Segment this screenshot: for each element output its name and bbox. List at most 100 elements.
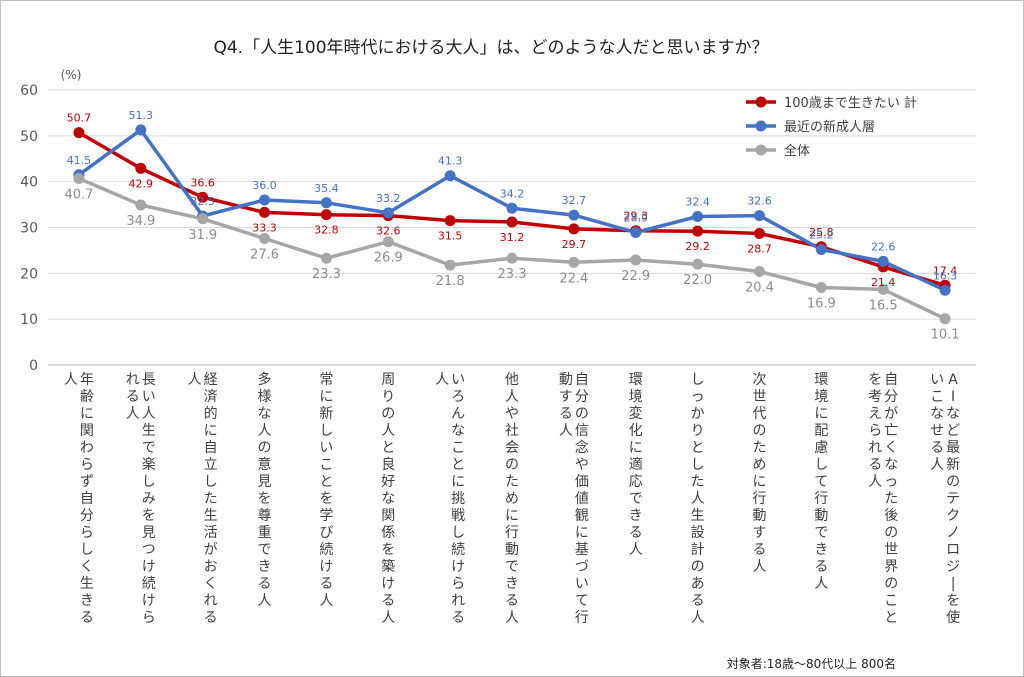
chart-title: Q4.「人生100年時代における大人」は、どのような人だと思いますか？ [213, 38, 768, 58]
footnote: 対象者:18歳〜80代以上 800名 [727, 656, 896, 671]
data-point [692, 258, 704, 270]
data-label: 22.9 [621, 269, 650, 284]
category-label: 次世代のために行動する人 [752, 372, 766, 575]
data-point [630, 227, 642, 239]
data-label: 22.0 [683, 273, 712, 288]
data-label: 21.4 [871, 276, 896, 289]
data-point [506, 252, 518, 264]
data-label: 32.8 [314, 224, 339, 237]
data-label: 16.5 [869, 298, 898, 313]
data-label: 20.4 [745, 281, 774, 296]
y-tick-label: 60 [20, 83, 38, 99]
category-label: 人 [64, 372, 78, 388]
data-point [692, 225, 704, 237]
data-label: 32.6 [747, 195, 772, 208]
data-label: 34.9 [126, 214, 155, 229]
data-point [568, 256, 580, 268]
category-label: 動する人 [559, 372, 573, 439]
data-label: 41.3 [438, 155, 463, 168]
data-label: 27.6 [250, 248, 279, 263]
data-label: 23.3 [312, 267, 341, 282]
data-point [753, 227, 765, 239]
data-point [877, 255, 889, 267]
data-label: 28.9 [623, 212, 648, 225]
data-label: 29.2 [685, 240, 710, 253]
data-label: 10.1 [931, 328, 960, 343]
category-label: 人 [188, 372, 202, 388]
data-point [877, 283, 889, 295]
data-point [135, 162, 147, 174]
data-point [259, 206, 271, 218]
y-tick-label: 0 [29, 358, 38, 374]
y-tick-label: 50 [20, 129, 38, 145]
data-label: 28.7 [747, 242, 772, 255]
data-label: 33.3 [252, 221, 277, 234]
category-label: しっかりとした人生設計のある人 [691, 372, 705, 626]
category-label: 長い人生で楽しみを見つけ続けら [142, 372, 156, 626]
category-label: いろんなことに挑戦し続けられる [451, 372, 465, 626]
data-label: 16.9 [807, 297, 836, 312]
category-label: 自分が亡くなった後の世界のこと [884, 372, 898, 626]
data-point [320, 209, 332, 221]
category-label: 自分の信念や価値観に基づいて行 [575, 372, 589, 626]
data-label: 40.7 [64, 187, 93, 202]
data-label: 17.4 [933, 264, 958, 277]
data-label: 31.9 [188, 228, 217, 243]
data-point [444, 170, 456, 182]
data-point [568, 223, 580, 235]
data-point [630, 254, 642, 266]
data-point [444, 259, 456, 271]
category-label: 環境変化に適応できる人 [629, 372, 643, 558]
category-label: 年齢に関わらず自分らしく生きる [80, 372, 94, 626]
data-label: 32.7 [562, 194, 587, 207]
y-tick-label: 20 [20, 266, 38, 282]
data-label: 22.6 [871, 240, 896, 253]
y-tick-label: 30 [20, 221, 38, 237]
legend-marker [755, 96, 767, 108]
data-label: 34.2 [500, 187, 525, 200]
data-point [568, 209, 580, 221]
category-label: いこなせる人 [930, 372, 944, 473]
data-point [444, 215, 456, 227]
legend-label: 最近の新成人層 [784, 119, 875, 135]
series-points [73, 124, 951, 325]
legend-label: 100歳まで生きたい 計 [784, 95, 917, 111]
data-point [692, 211, 704, 222]
category-label: 他人や社会のために行動できる人 [505, 372, 519, 626]
category-label: 環境に配慮して行動できる人 [814, 372, 828, 592]
data-point [73, 127, 85, 139]
data-point [939, 284, 951, 296]
data-label: 16.3 [933, 269, 958, 282]
data-label: 32.5 [190, 195, 215, 208]
category-label: 周りの人と良好な関係を築ける人 [381, 372, 395, 626]
data-label: 32.6 [376, 225, 401, 238]
legend-marker [755, 120, 767, 132]
data-point [815, 244, 827, 255]
data-label: 29.7 [562, 238, 587, 251]
legend-label: 全体 [784, 143, 810, 159]
data-point [135, 124, 147, 136]
data-label: 35.4 [314, 182, 339, 195]
data-label: 26.9 [374, 251, 403, 266]
data-point [753, 210, 765, 222]
category-label: 常に新しいことを学び続ける人 [319, 372, 333, 609]
data-point [197, 213, 209, 225]
data-label: 33.2 [376, 192, 401, 205]
y-tick-label: 40 [20, 175, 38, 191]
category-label: れる人 [126, 372, 140, 422]
data-point [382, 207, 394, 219]
data-label: 31.5 [438, 230, 463, 243]
data-point [753, 266, 765, 277]
data-labels: 50.7 42.9 36.6 33.3 32.8 32.6 31.5 31.2 29.7 29.3… [64, 109, 959, 343]
data-label: 29.3 [623, 210, 648, 223]
data-label: 36.6 [190, 176, 215, 189]
data-label: 51.3 [129, 109, 154, 122]
data-point [815, 282, 827, 294]
category-label: A I など最新のテクノロジ|を使 [946, 372, 960, 626]
data-point [73, 172, 85, 184]
data-point [259, 233, 271, 244]
y-tick-label: 10 [20, 312, 38, 328]
